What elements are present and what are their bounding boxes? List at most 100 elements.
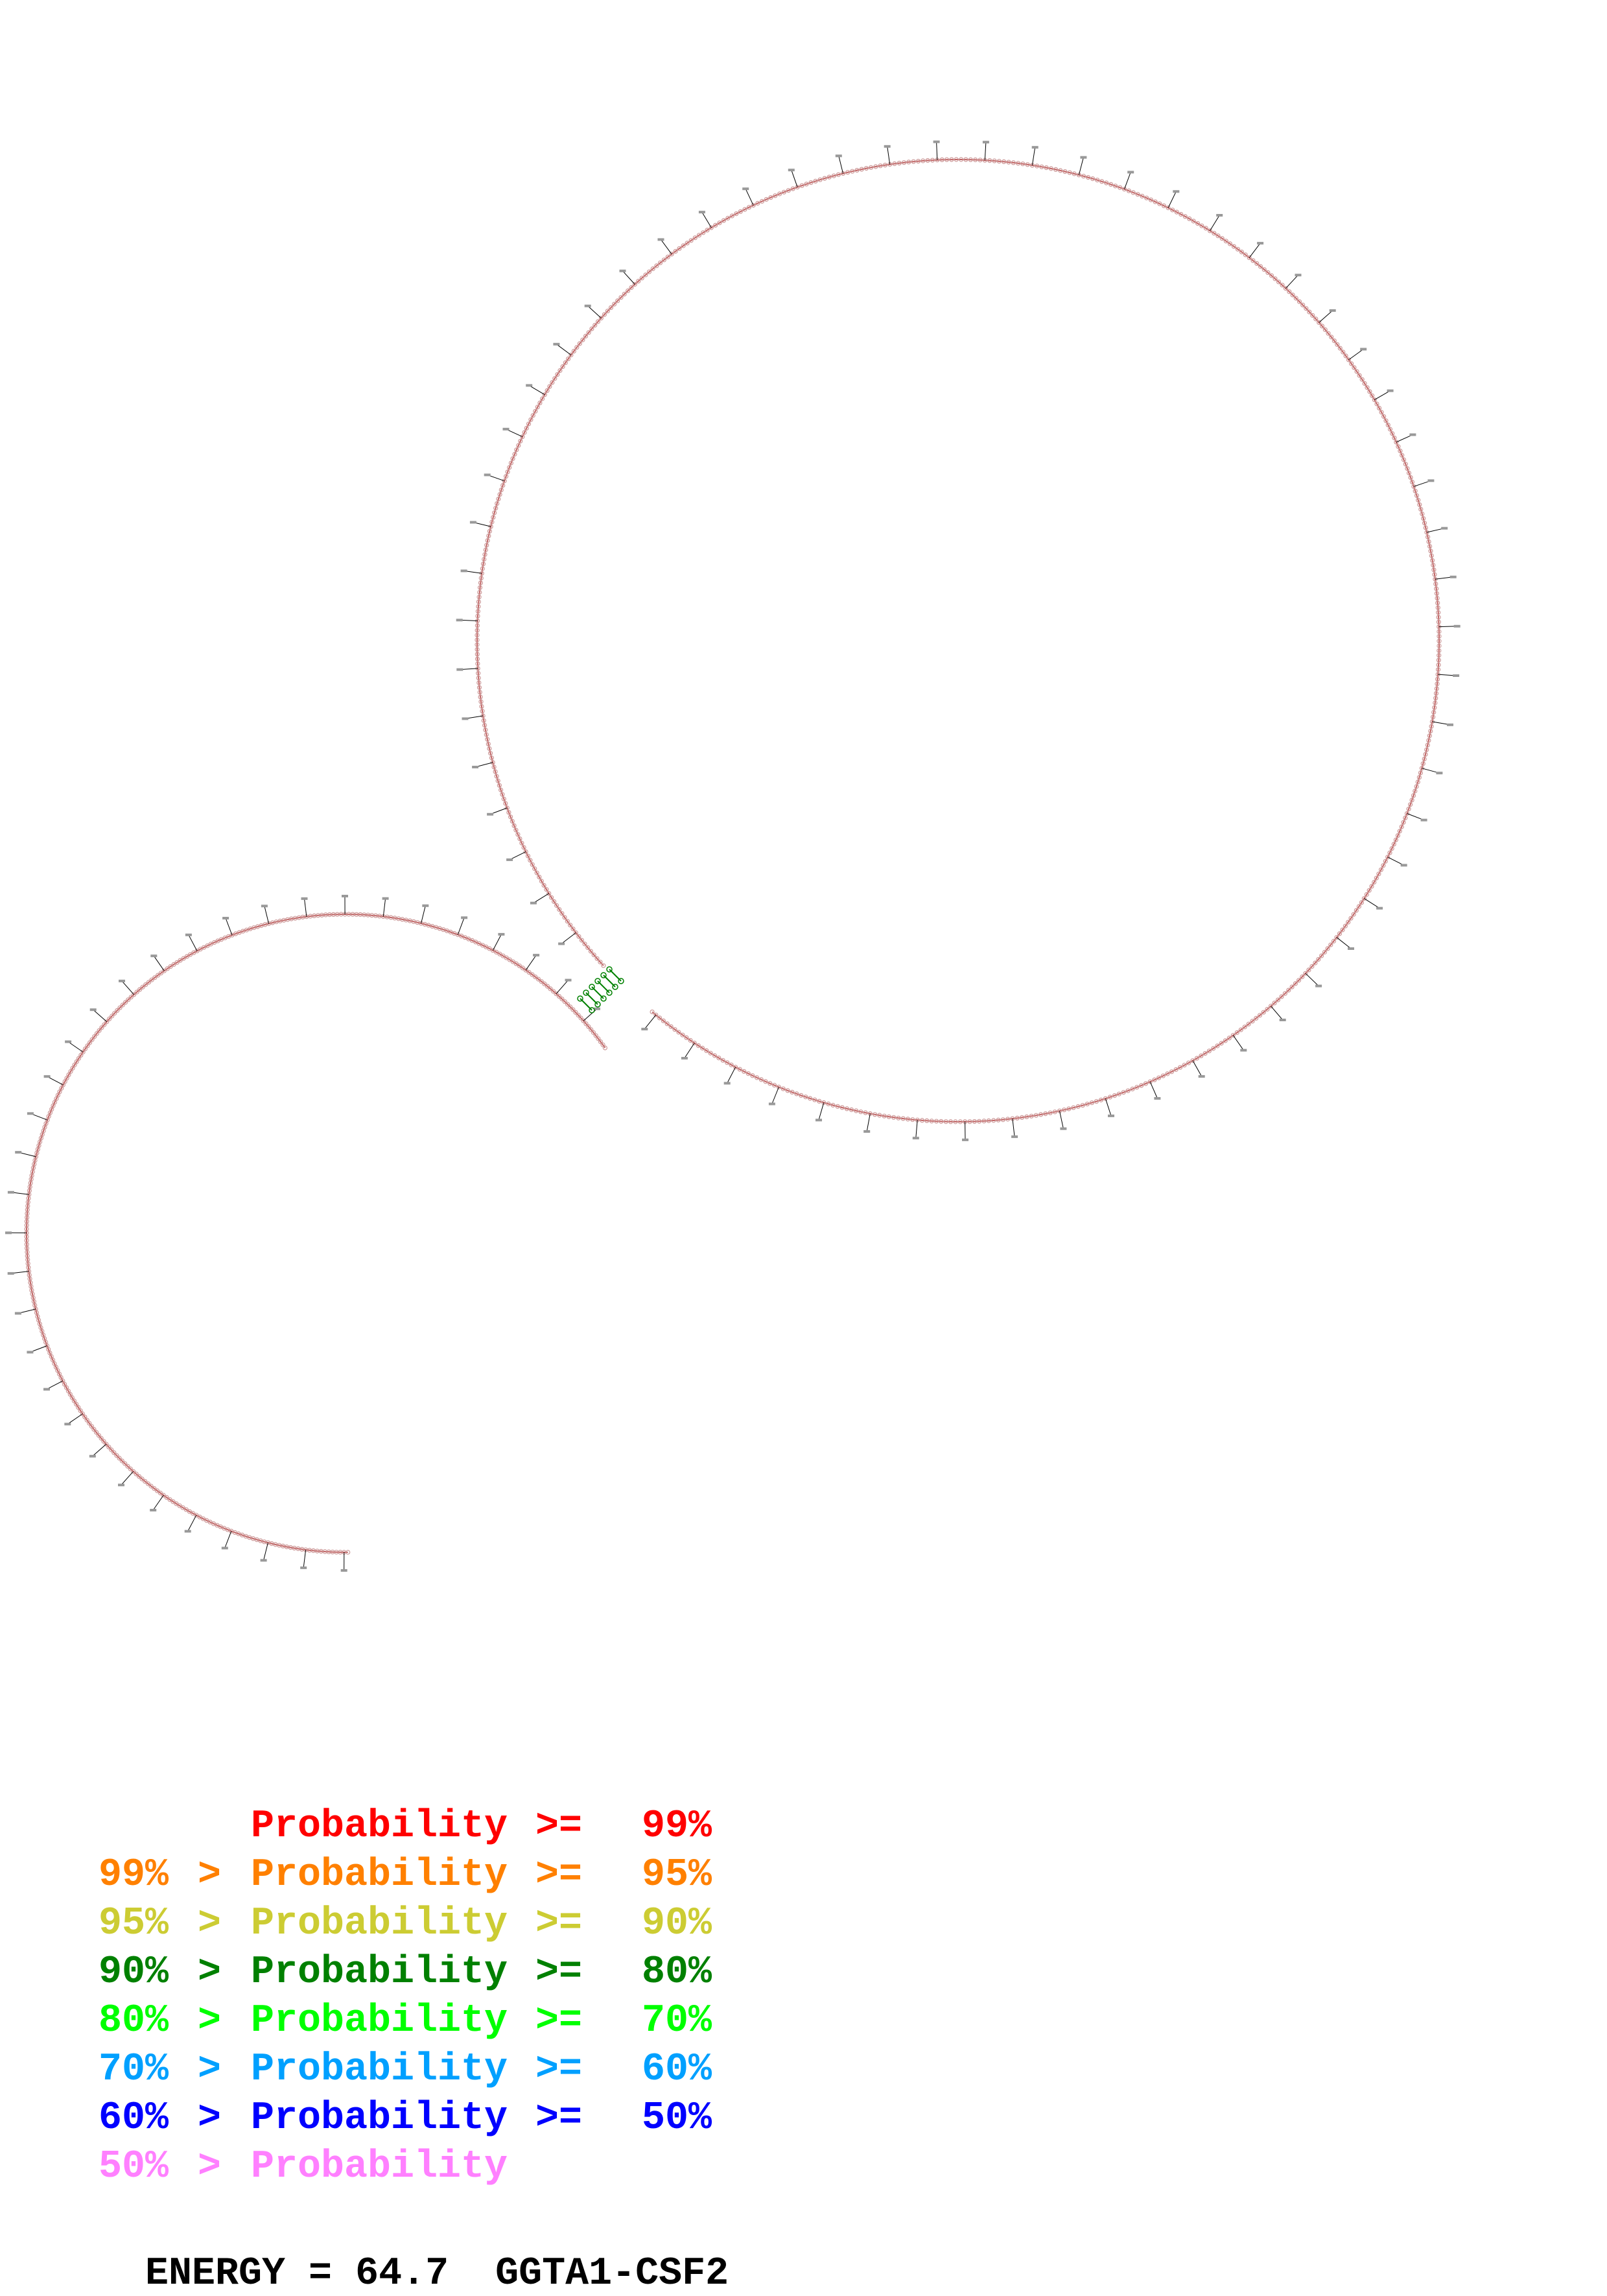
position-tick (1032, 147, 1035, 165)
tick-label-mark (341, 1569, 347, 1572)
position-tick (383, 899, 385, 917)
tick-label-mark (222, 917, 229, 919)
tick-label-mark (1199, 1075, 1205, 1078)
position-tick (526, 955, 536, 970)
tick-label-mark (503, 428, 510, 431)
tick-label-mark (8, 1272, 14, 1275)
position-tick (93, 1444, 106, 1456)
tick-label-mark (1315, 985, 1322, 988)
tick-label-mark (1441, 527, 1448, 530)
tick-label-mark (962, 1139, 968, 1141)
position-tick (493, 934, 501, 951)
tick-label-mark (1216, 214, 1223, 217)
legend-low: 50% (99, 2143, 169, 2192)
energy-label: ENERGY = (145, 2252, 332, 2296)
legend-gt: > (198, 2046, 221, 2094)
tick-label-mark (1409, 433, 1416, 436)
tick-label-mark (769, 1103, 775, 1106)
tick-label-mark (1154, 1097, 1160, 1100)
tick-label-mark (462, 717, 469, 720)
legend-low: 90% (99, 1948, 169, 1997)
position-tick (188, 1515, 196, 1532)
position-tick (534, 894, 549, 903)
position-tick (1374, 391, 1390, 400)
legend-high: 50% (642, 2094, 712, 2143)
legend-op: >= (535, 1997, 582, 2046)
position-tick (264, 1543, 268, 1560)
sequence-name: GGTA1-CSF2 (495, 2252, 729, 2296)
legend-row: Probability>=99% (0, 1803, 908, 1851)
position-tick (661, 239, 672, 254)
tick-label-mark (1240, 1049, 1247, 1052)
position-tick (1193, 1061, 1202, 1076)
tick-label-mark (1173, 190, 1179, 193)
tick-label-mark (526, 384, 532, 386)
tick-label-mark (530, 902, 537, 905)
legend-op: >= (535, 1803, 582, 1851)
position-tick (153, 1495, 163, 1510)
tick-label-mark (1447, 724, 1453, 726)
legend-gt: > (198, 1948, 221, 1997)
tick-label-mark (681, 1057, 688, 1059)
legend-op: >= (535, 2046, 582, 2094)
tick-label-mark (301, 897, 308, 900)
tick-label-mark (456, 619, 463, 621)
tick-label-mark (498, 933, 504, 936)
legend-prob: Probability (251, 1900, 508, 1948)
position-ticks (5, 141, 1460, 1572)
tick-label-mark (699, 211, 705, 213)
position-tick (772, 1087, 779, 1104)
position-tick (792, 170, 797, 187)
tick-label-mark (472, 766, 478, 768)
position-tick (1249, 243, 1260, 257)
tick-label-mark (983, 141, 989, 143)
tick-label-mark (461, 569, 467, 572)
tick-label-mark (1348, 947, 1354, 950)
tick-label-mark (43, 1388, 50, 1391)
tick-label-mark (815, 1118, 822, 1121)
position-tick (1210, 215, 1220, 231)
tick-label-mark (185, 1530, 191, 1533)
position-tick (226, 918, 232, 935)
legend-low: 99% (99, 1851, 169, 1900)
tick-label-mark (90, 1008, 97, 1011)
tick-label-mark (724, 1082, 731, 1085)
tick-label-mark (300, 1567, 307, 1569)
position-tick (556, 980, 569, 994)
backbone-line (477, 160, 1439, 1122)
small-loop-backbone (25, 912, 607, 1554)
tick-label-mark (65, 1041, 71, 1043)
legend-prob: Probability (251, 1948, 508, 1997)
legend-high: 80% (642, 1948, 712, 1997)
position-tick (264, 906, 269, 923)
legend-gt: > (198, 1851, 221, 1900)
legend-row: 95%>Probability>=90% (0, 1900, 908, 1948)
legend-gt: > (198, 2143, 221, 2192)
tick-label-mark (27, 1351, 33, 1353)
position-tick (588, 306, 602, 318)
tick-label-mark (641, 1028, 648, 1030)
legend-high: 60% (642, 2046, 712, 2094)
tick-label-mark (533, 954, 539, 956)
tick-label-mark (456, 669, 463, 671)
position-tick (644, 1015, 656, 1029)
position-tick (1285, 275, 1298, 289)
legend-row: 50%>Probability (0, 2143, 908, 2192)
legend-row: 99%>Probability>=95% (0, 1851, 908, 1900)
position-tick (1337, 938, 1351, 949)
position-tick (68, 1042, 83, 1052)
backbone-line (27, 914, 605, 1552)
legend-row: 60%>Probability>=50% (0, 2094, 908, 2143)
legend-low: 60% (99, 2094, 169, 2143)
tick-label-mark (788, 169, 795, 171)
tick-label-mark (913, 1137, 919, 1139)
tick-label-mark (118, 1484, 124, 1486)
tick-label-mark (1330, 309, 1336, 312)
position-tick (1168, 191, 1176, 207)
tick-label-mark (89, 1455, 96, 1458)
tick-label-mark (484, 473, 491, 476)
position-tick (122, 981, 134, 995)
tick-label-mark (15, 1151, 21, 1154)
legend-low: 70% (99, 2046, 169, 2094)
tick-label-mark (487, 813, 493, 816)
